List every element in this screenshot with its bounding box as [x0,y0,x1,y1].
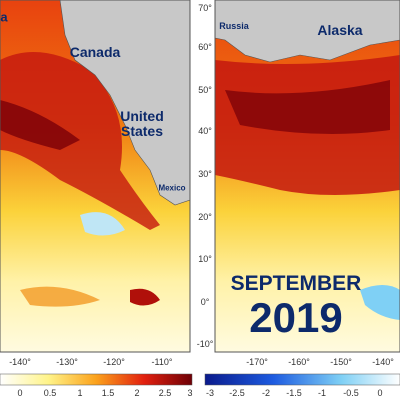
colorbar-label: -1 [317,388,327,398]
x-tick-label: -110° [151,357,173,367]
colorbar-label: -0.5 [343,388,359,398]
colorbar-label: 2.5 [158,388,172,398]
place-label: Alaska [317,22,363,38]
y-tick-label: 10° [198,254,212,264]
x-tick-label: -140° [372,357,394,367]
colorbar-label: 3 [187,388,193,398]
place-label: Canada [69,44,121,60]
x-tick-label: -160° [288,357,310,367]
right-map [214,0,400,353]
colorbar-label: 2 [134,388,140,398]
colorbar-label: 1 [77,388,83,398]
x-tick-label: -150° [330,357,352,367]
colorbar-label: -3 [205,388,215,398]
y-tick-label: 0° [200,297,210,307]
place-label: Russia [219,21,249,31]
place-label: Mexico [158,183,186,193]
y-tick-label: 30° [198,169,212,179]
y-tick-label: 20° [198,212,212,222]
left-map [0,0,191,353]
y-tick-label: 40° [198,126,212,136]
colorbar-label: -1.5 [286,388,302,398]
x-tick-label: -170° [246,357,268,367]
month-title: SEPTEMBER [230,272,362,295]
x-tick-label: -140° [9,357,31,367]
y-tick-label: 70° [198,3,212,13]
colorbar-label: -2.5 [229,388,245,398]
y-tick-label: 50° [198,85,212,95]
colorbar-label: 0.5 [43,388,57,398]
warm-colorbar [0,373,193,386]
colorbar-label: -2 [261,388,271,398]
y-tick-label: -10° [196,339,214,349]
colorbar-label: 0 [17,388,23,398]
place-label: United States [120,108,164,139]
colorbar-label: 0 [377,388,383,398]
x-tick-label: -130° [56,357,78,367]
colorbar-label: 1.5 [101,388,115,398]
x-tick-label: -120° [103,357,125,367]
year-title: 2019 [249,294,343,341]
cool-colorbar [204,373,400,386]
y-tick-label: 60° [198,42,212,52]
place-label: a [0,9,8,25]
